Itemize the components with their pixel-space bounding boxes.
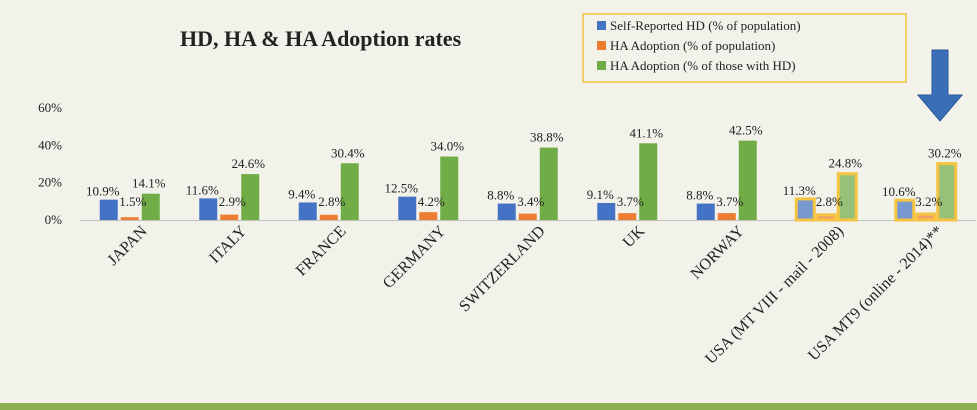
data-label-2-1: 1.5% (119, 194, 146, 209)
data-label-3-2: 24.6% (231, 156, 265, 171)
bar-2-3 (319, 214, 338, 220)
legend-item-label: HA Adoption (% of population) (610, 38, 775, 53)
data-label-3-6: 41.1% (629, 125, 663, 140)
data-label-2-7: 3.7% (716, 194, 743, 209)
data-label-1-9: 10.6% (882, 184, 916, 199)
category-label: ITALY (206, 222, 250, 266)
bar-1-1 (99, 199, 118, 220)
bar-3-1 (141, 193, 160, 220)
category-label: NORWAY (688, 222, 748, 282)
category-label: FRANCE (293, 223, 350, 280)
bar-2-8 (815, 213, 837, 222)
data-label-2-5: 3.4% (517, 194, 544, 209)
bar-3-3 (340, 163, 359, 220)
data-label-1-6: 9.1% (587, 187, 614, 202)
legend-swatch (597, 61, 606, 70)
bar-1-5 (497, 203, 516, 220)
bar-2-2 (220, 214, 239, 220)
bar-2-5 (518, 213, 537, 220)
bar-1-3 (298, 202, 317, 220)
category-label: GERMANY (380, 222, 450, 292)
data-label-2-8: 2.8% (816, 194, 843, 209)
data-label-3-9: 30.2% (928, 146, 962, 161)
bar-3-7 (738, 140, 757, 220)
y-tick-label: 20% (38, 175, 62, 190)
bar-2-1 (120, 217, 139, 220)
y-tick-label: 60% (38, 100, 62, 115)
category-label: JAPAN (104, 222, 151, 269)
data-label-3-5: 38.8% (530, 130, 564, 145)
data-label-3-1: 14.1% (132, 176, 166, 191)
bar-3-8 (836, 172, 858, 222)
legend-swatch (597, 41, 606, 50)
legend-item-label: HA Adoption (% of those with HD) (610, 58, 796, 73)
bar-3-2 (241, 174, 260, 220)
bar-3-4 (440, 156, 459, 220)
data-label-3-8: 24.8% (828, 156, 862, 171)
category-label: SWITZERLAND (456, 223, 548, 315)
bar-2-4 (419, 212, 438, 220)
data-label-2-2: 2.9% (219, 194, 246, 209)
legend: Self-Reported HD (% of population) HA Ado… (582, 13, 907, 83)
bar-2-7 (717, 213, 736, 220)
footer-bar (0, 403, 977, 410)
bar-2-9 (915, 212, 937, 222)
data-label-3-7: 42.5% (729, 123, 763, 138)
data-label-3-4: 34.0% (430, 139, 464, 154)
legend-swatch (597, 21, 606, 30)
bar-3-6 (639, 143, 658, 220)
data-label-2-6: 3.7% (617, 194, 644, 209)
chart-title: HD, HA & HA Adoption rates (180, 26, 462, 51)
bar-1-6 (597, 203, 616, 220)
data-label-1-7: 8.8% (686, 188, 713, 203)
bar-2-6 (618, 213, 637, 220)
down-arrow-icon (916, 49, 964, 122)
data-label-3-3: 30.4% (331, 145, 365, 160)
bar-1-8 (794, 197, 816, 222)
bar-3-5 (539, 147, 558, 220)
data-label-2-3: 2.8% (318, 194, 345, 209)
data-label-1-5: 8.8% (487, 188, 514, 203)
bar-1-4 (398, 196, 417, 220)
bar-1-7 (696, 203, 715, 220)
data-label-1-3: 9.4% (288, 186, 315, 201)
y-tick-label: 40% (38, 137, 62, 152)
down-arrow-shape (916, 49, 964, 122)
data-label-2-4: 4.2% (418, 194, 445, 209)
bar-1-9 (894, 198, 916, 222)
y-tick-label: 0% (45, 212, 63, 227)
data-label-1-8: 11.3% (783, 183, 816, 198)
data-label-1-1: 10.9% (86, 184, 120, 199)
bars (99, 140, 958, 222)
data-labels: 10.9%1.5%14.1% 11.6%2.9%24.6%9.4%2.8%30.4… (86, 123, 962, 209)
x-axis-categories: JAPAN ITALY FRANCE GERMANY SWITZERLAND UK NORW… (104, 222, 946, 367)
data-label-1-4: 12.5% (384, 181, 418, 196)
legend-box (582, 13, 907, 83)
data-label-2-9: 3.2% (915, 194, 942, 209)
bar-3-9 (936, 162, 958, 222)
bar-1-2 (199, 198, 218, 220)
legend-item-label: Self-Reported HD (% of population) (610, 18, 801, 33)
data-label-1-2: 11.6% (186, 182, 219, 197)
category-label: UK (620, 222, 649, 251)
